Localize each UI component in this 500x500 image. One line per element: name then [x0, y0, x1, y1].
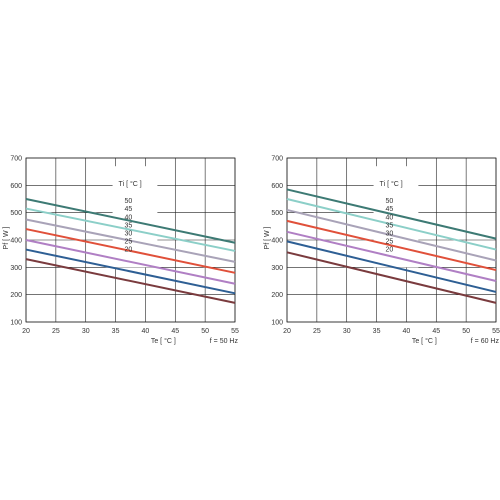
legend-label-25: 25	[386, 239, 394, 246]
series-line-40	[286, 208, 497, 262]
y-tick-label: 100	[271, 320, 283, 327]
legend-label-30: 30	[386, 231, 394, 238]
y-tick-label: 500	[271, 210, 283, 217]
legend-label-25: 25	[125, 239, 133, 246]
legend-label-50: 50	[125, 198, 133, 205]
y-axis-label: Pf [ W ]	[264, 226, 271, 249]
y-tick-label: 300	[10, 265, 22, 272]
series-line-35	[25, 228, 236, 274]
series-line-20	[286, 251, 497, 304]
x-tick-label: 35	[373, 328, 381, 335]
legend-title: Ti [ °C ]	[119, 180, 142, 188]
y-tick-label: 600	[10, 183, 22, 190]
y-tick-label: 100	[10, 320, 22, 327]
y-axis-label: Pf [ W ]	[3, 226, 10, 249]
y-tick-label: 200	[271, 292, 283, 299]
legend-label-20: 20	[125, 247, 133, 254]
series-line-20	[25, 258, 236, 304]
frequency-label: f = 50 Hz	[210, 338, 239, 345]
x-tick-label: 20	[283, 328, 291, 335]
series-line-30	[286, 230, 497, 282]
legend-label-35: 35	[386, 222, 394, 229]
series-line-35	[286, 219, 497, 272]
y-tick-label: 400	[271, 238, 283, 245]
legend-label-20: 20	[386, 247, 394, 254]
series-line-25	[286, 240, 497, 293]
legend-background	[112, 166, 158, 268]
x-tick-label: 55	[231, 328, 239, 335]
x-tick-label: 55	[492, 328, 500, 335]
legend-label-30: 30	[125, 231, 133, 238]
legend-label-45: 45	[125, 206, 133, 213]
y-tick-label: 400	[10, 238, 22, 245]
legend-label-50: 50	[386, 198, 394, 205]
legend-label-35: 35	[125, 222, 133, 229]
y-tick-label: 200	[10, 292, 22, 299]
frequency-label: f = 60 Hz	[471, 338, 500, 345]
series-line-45	[25, 207, 236, 252]
series-line-25	[25, 248, 236, 295]
legend-label-40: 40	[125, 214, 133, 221]
legend-title: Ti [ °C ]	[380, 180, 403, 188]
x-axis-label: Te [ °C ]	[412, 337, 437, 345]
y-tick-label: 500	[10, 210, 22, 217]
x-tick-label: 40	[403, 328, 411, 335]
series-line-50	[286, 188, 497, 240]
x-tick-label: 40	[142, 328, 150, 335]
x-tick-label: 50	[201, 328, 209, 335]
series-line-50	[25, 198, 236, 244]
chart-50hz: 20 25 30 35 40 45 50 55100200300400500600700Ti …	[3, 156, 239, 346]
chart-60hz: 20 25 30 35 40 45 50 55100200300400500600700Ti …	[264, 156, 500, 346]
series-line-45	[286, 198, 497, 251]
legend-label-45: 45	[386, 206, 394, 213]
x-tick-label: 30	[82, 328, 90, 335]
x-tick-label: 25	[52, 328, 60, 335]
x-tick-label: 45	[171, 328, 179, 335]
y-tick-label: 600	[271, 183, 283, 190]
series-line-40	[25, 218, 236, 263]
x-tick-label: 35	[112, 328, 120, 335]
y-tick-label: 700	[271, 156, 283, 163]
x-tick-label: 50	[462, 328, 470, 335]
x-tick-label: 45	[432, 328, 440, 335]
y-tick-label: 700	[10, 156, 22, 163]
x-tick-label: 20	[22, 328, 30, 335]
plot-frame	[286, 157, 497, 323]
x-tick-label: 25	[313, 328, 321, 335]
x-tick-label: 30	[343, 328, 351, 335]
x-axis-label: Te [ °C ]	[151, 337, 176, 345]
y-tick-label: 300	[271, 265, 283, 272]
series-line-30	[25, 239, 236, 285]
legend-label-40: 40	[386, 214, 394, 221]
